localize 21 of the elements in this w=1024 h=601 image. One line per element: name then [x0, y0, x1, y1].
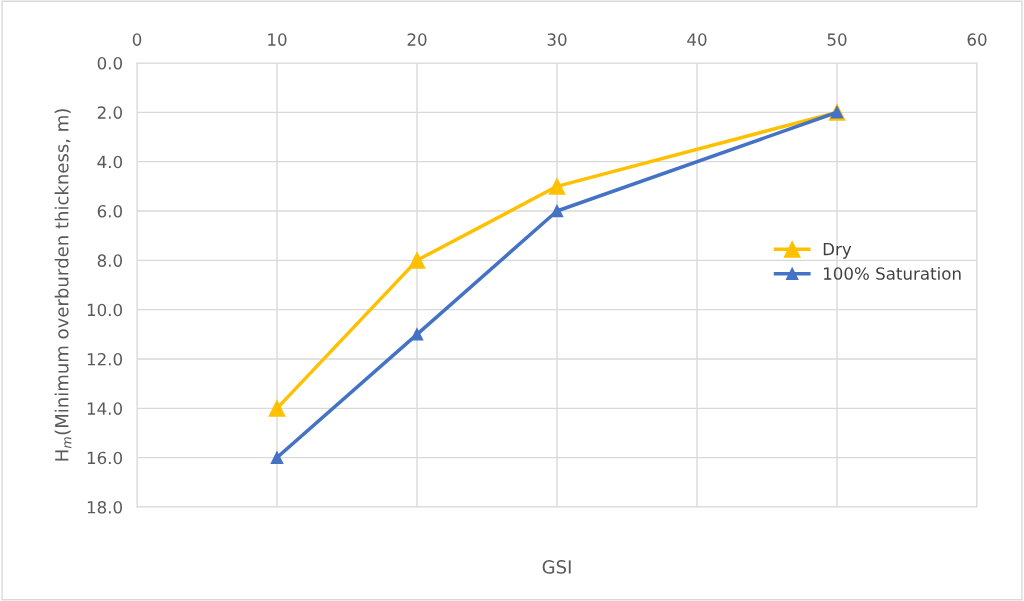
y-tick-label: 16.0	[87, 451, 122, 465]
y-tick-label: 0.0	[97, 56, 122, 70]
y-tick-label: 18.0	[87, 500, 122, 514]
y-axis-title: H$_{m}$(Minimum overburden thickness, m)	[54, 109, 72, 461]
x-tick-label: 60	[967, 33, 987, 46]
x-axis-title: GSI	[542, 560, 571, 574]
x-tick-label: 40	[687, 33, 707, 46]
legend-label: Dry	[823, 243, 852, 259]
y-tick-label: 6.0	[97, 204, 122, 218]
x-tick-label: 20	[407, 33, 427, 46]
y-tick-label: 4.0	[97, 155, 122, 169]
x-tick-label: 0	[132, 33, 142, 46]
y-tick-label: 8.0	[97, 254, 122, 267]
y-tick-label: 2.0	[97, 106, 122, 119]
x-tick-label: 10	[268, 33, 287, 46]
x-tick-label: 50	[827, 33, 847, 46]
legend-label: 100% Saturation	[824, 266, 961, 280]
x-tick-label: 30	[547, 33, 567, 46]
y-tick-label: 10.0	[87, 303, 122, 317]
y-tick-label: 12.0	[87, 352, 122, 366]
y-tick-label: 14.0	[87, 402, 122, 415]
